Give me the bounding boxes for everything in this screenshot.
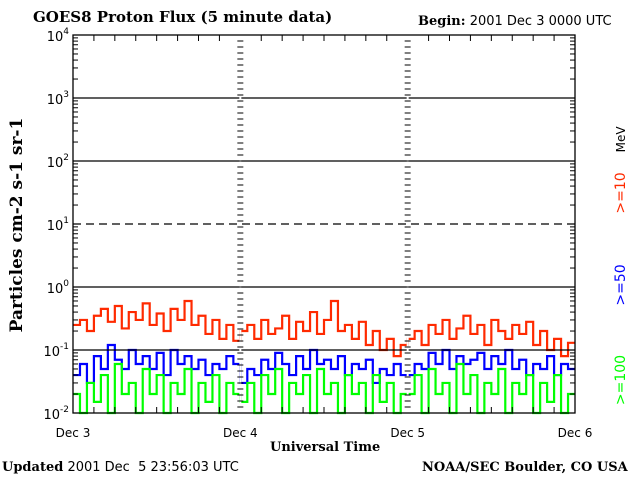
y-tick-label: 100	[47, 279, 70, 297]
updated-label: Updated	[2, 460, 64, 475]
y-tick-label: 10-1	[43, 342, 69, 360]
begin-value: 2001 Dec 3 0000 UTC	[469, 14, 612, 29]
x-axis-label: Universal Time	[270, 440, 381, 455]
y-tick-label: 10-2	[43, 405, 69, 423]
plot-frame	[72, 34, 576, 414]
x-tick-label: Dec 4	[223, 426, 258, 440]
y-tick-label: 102	[47, 153, 69, 171]
series-line-2	[73, 362, 575, 415]
credit: NOAA/SEC Boulder, CO USA	[422, 460, 628, 475]
x-tick-label: Dec 5	[390, 426, 425, 440]
x-tick-label: Dec 3	[56, 426, 91, 440]
y-tick-label: 103	[47, 90, 69, 108]
series-line-0	[73, 299, 575, 358]
legend-label-0: >=10MeV	[613, 126, 629, 214]
begin-label: Begin:	[418, 14, 466, 29]
y-tick-label: 101	[47, 216, 69, 234]
updated-value: 2001 Dec 5 23:56:03 UTC	[67, 460, 239, 475]
y-tick-label: 104	[47, 27, 70, 45]
chart-title: GOES8 Proton Flux (5 minute data)	[33, 8, 333, 26]
legend-label-2: >=100	[613, 355, 629, 405]
y-axis-label: Particles cm-2 s-1 sr-1	[7, 118, 27, 333]
legend-label-1: >=50	[613, 264, 629, 305]
begin-date: Begin: 2001 Dec 3 0000 UTC	[418, 14, 612, 29]
series-line-1	[73, 343, 575, 385]
updated-timestamp: Updated 2001 Dec 5 23:56:03 UTC	[2, 460, 239, 475]
x-tick-label: Dec 6	[558, 426, 593, 440]
